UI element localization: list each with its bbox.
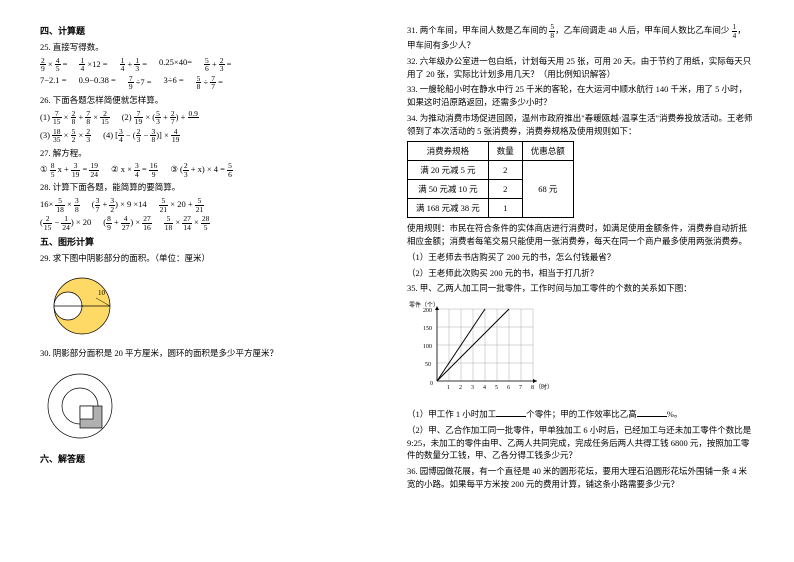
th-spec: 消费券规格 (408, 142, 489, 161)
section-5-title: 五、图形计算 (40, 235, 387, 248)
section-4-title: 四、计算题 (40, 24, 387, 37)
figure-29: 10 (40, 271, 387, 341)
expr: (2) 719 × (53 + 27) + 0.9 (122, 110, 199, 126)
cell-total: 68 元 (522, 161, 573, 218)
q35: 35. 甲、乙两人加工同一批零件，工作时间与加工零件的个数的关系如下图： (407, 282, 754, 295)
expr: 521 × 20 + 521 (159, 197, 205, 213)
q28-row-b: (215 − 124) × 20 (89 + 427) × 2716 518 ×… (40, 215, 387, 231)
expr: 518 × 2714 × 285 (164, 215, 211, 231)
q35-1a: （1）甲工作 1 小时加工 (407, 409, 496, 419)
q33: 33. 一艘轮船小时在静水中行 25 千米的客轮，在大运河中顺水航行 140 千… (407, 83, 754, 109)
expr: 56 + 23 = (204, 57, 231, 73)
q26-row-a: (1) 715 × 28 + 78 × 215 (2) 719 × (53 + … (40, 110, 387, 126)
q25: 25. 直接写得数。 (40, 41, 387, 54)
cell: 1 (488, 199, 522, 218)
cell: 2 (488, 180, 522, 199)
left-column: 四、计算题 25. 直接写得数。 29 × 45 = 14 ×12 = 14 +… (30, 20, 397, 542)
fig35-svg: 200 150 100 50 0 12345678 零件（个） （时） (407, 301, 557, 401)
q27-row: ① 85 x + 319 = 1924 ② x × 34 = 169 ③ (23… (40, 162, 387, 178)
q31-text-b: ，乙车间调走 48 人后，甲车间人数比乙车间少 (555, 25, 731, 35)
svg-text:1: 1 (447, 385, 450, 391)
cell: 满 50 元减 10 元 (408, 180, 489, 199)
svg-text:0: 0 (430, 381, 433, 387)
expr: (3) 1835 × 52 × 23 (40, 128, 91, 144)
svg-text:2: 2 (459, 385, 462, 391)
expr: 7−2.1 = (40, 75, 67, 91)
cell: 2 (488, 161, 522, 180)
svg-text:7: 7 (519, 385, 522, 391)
q26-row-b: (3) 1835 × 52 × 23 (4) [34 − (23 − 38)] … (40, 128, 387, 144)
q31: 31. 两个车间，甲车间人数是乙车间的 58，乙车间调走 48 人后，甲车间人数… (407, 23, 754, 52)
svg-text:（时）: （时） (535, 383, 553, 391)
coupon-table: 消费券规格 数量 优惠总额 满 20 元减 5 元 2 68 元 满 50 元减… (407, 141, 574, 218)
svg-text:8: 8 (531, 385, 534, 391)
expr: 0.9−0.38 = (79, 75, 116, 91)
table-row: 满 20 元减 5 元 2 68 元 (408, 161, 574, 180)
expr: (4) [34 − (23 − 38)] × 419 (103, 128, 180, 144)
expr: 79 ÷7 = (128, 75, 152, 91)
fig29-svg: 10 (40, 271, 130, 341)
expr: (89 + 427) × 2716 (103, 215, 152, 231)
q27: 27. 解方程。 (40, 147, 387, 160)
q35-1: （1）甲工作 1 小时加工 个零件；甲的工作效率比乙高 %。 (407, 407, 754, 421)
svg-text:150: 150 (423, 326, 432, 332)
expr: (215 − 124) × 20 (40, 215, 91, 231)
q35-1c: %。 (667, 409, 683, 419)
th-total: 优惠总额 (522, 142, 573, 161)
q35-2: （2）甲、乙合作加工同一批零件，甲单独加工 6 小时后，已经加工与还未加工零件个… (407, 424, 754, 462)
svg-text:4: 4 (483, 385, 486, 391)
blank-input[interactable] (496, 407, 526, 417)
q29: 29. 求下图中阴影部分的面积。（单位：厘米） (40, 252, 387, 265)
q30: 30. 阴影部分面积是 20 平方厘米，圆环的面积是多少平方厘米？ (40, 347, 387, 360)
cell: 满 168 元减 38 元 (408, 199, 489, 218)
q35-1b: 个零件；甲的工作效率比乙高 (526, 409, 637, 419)
q31-text-a: 31. 两个车间，甲车间人数是乙车间的 (407, 25, 549, 35)
q34-2: （2）王老师此次购买 200 元的书，相当于打几折？ (407, 267, 754, 280)
svg-text:6: 6 (507, 385, 510, 391)
figure-30 (40, 366, 387, 446)
worksheet-page: 四、计算题 25. 直接写得数。 29 × 45 = 14 ×12 = 14 +… (0, 0, 794, 562)
q26: 26. 下面各题怎样简便就怎样算。 (40, 94, 387, 107)
expr: ② x × 34 = 169 (111, 162, 158, 178)
expr: 29 × 45 = (40, 57, 67, 73)
expr: 58 ÷ 77 = (196, 75, 223, 91)
expr: 16× 518 × 38 (40, 197, 80, 213)
section-6-title: 六、解答题 (40, 452, 387, 465)
blank-input[interactable] (637, 407, 667, 417)
expr: (37 + 32) × 9 ×14 (92, 197, 147, 213)
fig30-svg (40, 366, 130, 446)
q34: 34. 为推动消费市场促进回顾，温州市政府推出"春暖瓯越·温享生活"消费券投放活… (407, 112, 754, 138)
expr: 3÷6 = (164, 75, 184, 91)
table-row: 消费券规格 数量 优惠总额 (408, 142, 574, 161)
q34-1: （1）王老师去书店购买了 200 元的书，怎么付钱最省？ (407, 251, 754, 264)
th-qty: 数量 (488, 142, 522, 161)
cell: 满 20 元减 5 元 (408, 161, 489, 180)
expr: 0.25×40= (159, 57, 192, 73)
svg-text:50: 50 (425, 362, 431, 368)
q34-rule: 使用规则：市民在符合条件的实体商店进行消费时，如满足使用金额条件，消费券自动折抵… (407, 222, 754, 248)
q36: 36. 园博园做花展，有一个直径是 40 米的圆形花坛，要用大理石沿圆形花坛外围… (407, 465, 754, 491)
expr: 14 + 13 = (120, 57, 147, 73)
svg-text:零件（个）: 零件（个） (409, 301, 439, 309)
svg-text:100: 100 (423, 344, 432, 350)
fig29-dim: 10 (98, 289, 106, 297)
svg-text:3: 3 (471, 385, 474, 391)
q25-row-b: 7−2.1 = 0.9−0.38 = 79 ÷7 = 3÷6 = 58 ÷ 77… (40, 75, 387, 91)
expr: ① 85 x + 319 = 1924 (40, 162, 99, 178)
q32: 32. 六年级办公室进一包白纸，计划每天用 25 张，可用 20 天。由于节约了… (407, 55, 754, 81)
figure-35: 200 150 100 50 0 12345678 零件（个） （时） (407, 301, 754, 401)
expr: (1) 715 × 28 + 78 × 215 (40, 110, 110, 126)
expr: ③ (23 + x) × 4 = 56 (170, 162, 233, 178)
q28-row-a: 16× 518 × 38 (37 + 32) × 9 ×14 521 × 20 … (40, 197, 387, 213)
svg-text:5: 5 (495, 385, 498, 391)
q25-row-a: 29 × 45 = 14 ×12 = 14 + 13 = 0.25×40= 56… (40, 57, 387, 73)
q28: 28. 计算下面各题，能简算的要简算。 (40, 181, 387, 194)
right-column: 31. 两个车间，甲车间人数是乙车间的 5 8 ，乙车间调走 48 人后，甲车间人数… (397, 20, 764, 542)
expr: 14 ×12 = (79, 57, 107, 73)
